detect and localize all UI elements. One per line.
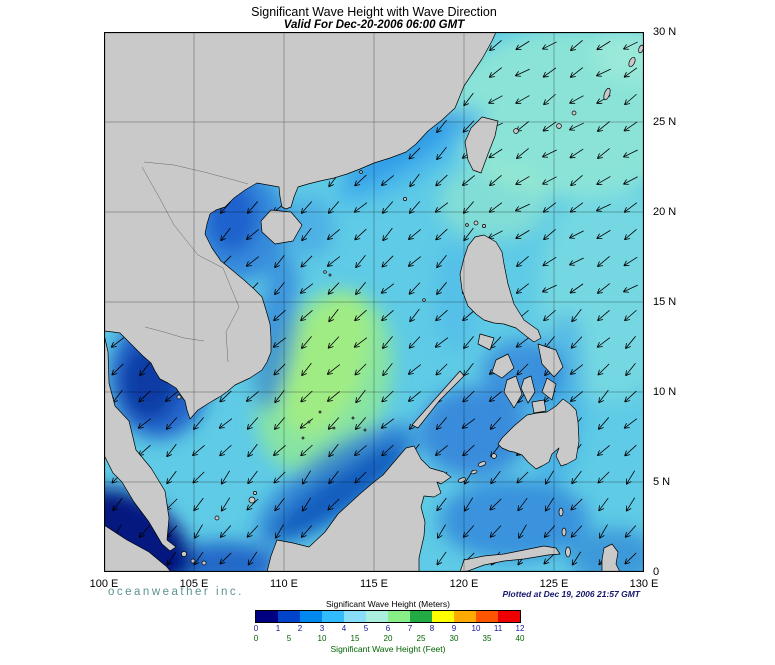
- meters-tick: 12: [515, 624, 525, 633]
- y-tick-label: 25 N: [653, 116, 677, 128]
- meters-tick: 8: [429, 624, 435, 633]
- meters-tick: 10: [471, 624, 481, 633]
- y-tick-label: 20 N: [653, 206, 677, 218]
- colorbar-segment: [410, 611, 432, 622]
- meters-tick: 2: [297, 624, 303, 633]
- colorbar-segment: [432, 611, 454, 622]
- wave-height-map: [104, 32, 644, 572]
- colorbar-segment: [454, 611, 476, 622]
- feet-tick: 5: [286, 634, 292, 643]
- feet-tick: 20: [383, 634, 393, 643]
- y-tick-label: 0: [653, 566, 660, 578]
- colorbar-segment: [476, 611, 498, 622]
- meters-tick: 9: [451, 624, 457, 633]
- y-tick-label: 15 N: [653, 296, 677, 308]
- x-tick-label: 125 E: [539, 578, 569, 590]
- feet-tick: 15: [350, 634, 360, 643]
- meters-tick: 0: [253, 624, 259, 633]
- colorbar-segment: [388, 611, 410, 622]
- feet-tick: 35: [482, 634, 492, 643]
- x-tick-label: 100 E: [89, 578, 119, 590]
- legend-meters-label: Significant Wave Height (Meters): [326, 599, 450, 609]
- grid-lines: [104, 32, 644, 572]
- plotted-timestamp: Plotted at Dec 19, 2006 21:57 GMT: [502, 589, 640, 599]
- colorbar-segment: [344, 611, 366, 622]
- legend-feet-label: Significant Wave Height (Feet): [330, 644, 446, 654]
- x-tick-label: 110 E: [270, 578, 298, 590]
- meters-tick: 6: [385, 624, 391, 633]
- colorbar-segment: [498, 611, 520, 622]
- x-tick-label: 115 E: [360, 578, 388, 590]
- x-tick-label: 130 E: [629, 578, 659, 590]
- feet-tick: 40: [515, 634, 525, 643]
- colorbar: [255, 610, 521, 623]
- chart-title: Significant Wave Height with Wave Direct…: [251, 5, 497, 19]
- meters-tick: 11: [493, 624, 503, 633]
- land-layer: [104, 32, 644, 572]
- feet-tick: 30: [449, 634, 459, 643]
- feet-tick: 10: [317, 634, 327, 643]
- map-plot-area: 100 E 105 E 110 E 115 E 120 E 125 E 130 E 30 N 2…: [90, 26, 677, 590]
- y-tick-label: 10 N: [653, 386, 677, 398]
- feet-tick: 25: [416, 634, 426, 643]
- y-tick-label: 30 N: [653, 26, 677, 38]
- oceanweather-branding: oceanweather inc.: [108, 586, 244, 598]
- x-tick-label: 105 E: [179, 578, 209, 590]
- meters-tick: 4: [341, 624, 347, 633]
- x-tick-label: 120 E: [449, 578, 479, 590]
- colorbar-segment: [300, 611, 322, 622]
- colorbar-segment: [278, 611, 300, 622]
- colorbar-segment: [366, 611, 388, 622]
- meters-tick: 5: [363, 624, 369, 633]
- chart-subtitle: Valid For Dec-20-2006 06:00 GMT: [283, 19, 465, 31]
- meters-tick: 7: [407, 624, 413, 633]
- colorbar-segment: [322, 611, 344, 622]
- colorbar-meters-ticks: 0 1 2 3 4 5 6 7 8 9 10 11 12: [253, 623, 525, 633]
- y-tick-label: 5 N: [653, 476, 671, 488]
- meters-tick: 3: [319, 624, 325, 633]
- feet-tick: 0: [253, 634, 259, 643]
- meters-tick: 1: [275, 624, 281, 633]
- map-frame: [104, 32, 644, 572]
- colorbar-feet-ticks: 0 5 10 15 20 25 30 35 40: [253, 633, 525, 643]
- colorbar-segment: [256, 611, 278, 622]
